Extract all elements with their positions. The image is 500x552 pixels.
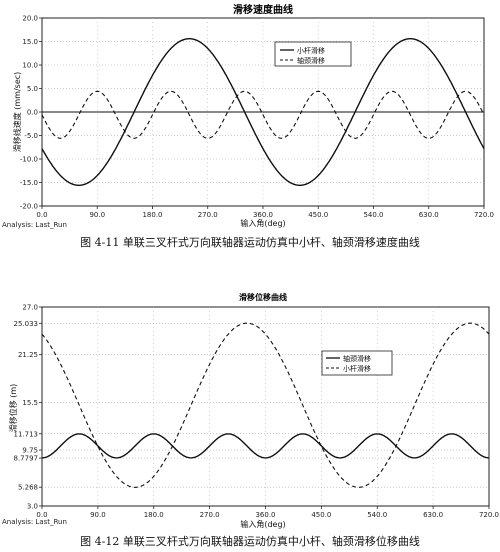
chart1-y-axis-label: 滑移线速度 (mm/sec) xyxy=(12,72,22,153)
chart2-grid xyxy=(42,307,489,506)
chart1-x-tick-label: 720.0 xyxy=(474,211,494,219)
chart2-series-0-line xyxy=(41,433,490,459)
chart1-series-0-line xyxy=(41,38,485,186)
chart1-x-tick-label: 540.0 xyxy=(363,211,383,219)
chart1-y-ticks: 20.0 15.0 10.0 5.0 0.0 -5.0 -10.0 -15.0 -20.0 xyxy=(20,15,42,211)
chart1-y-tick-label: 15.0 xyxy=(22,38,38,46)
chart1-y-tick-label: 5.0 xyxy=(27,85,38,93)
chart2-x-tick-label: 90.0 xyxy=(90,511,106,519)
chart2-caption: 图 4-12 单联三叉杆式万向联轴器运动仿真中小杆、轴颈滑移位移曲线 xyxy=(80,534,420,548)
chart2-x-tick-label: 270.0 xyxy=(200,511,220,519)
chart2-legend-box xyxy=(321,350,393,376)
chart2-y-tick-label: 8.7797 xyxy=(14,455,39,463)
chart2-x-ticks: 0.0 90.0 180.0 270.0 360.0 450.0 540.0 630.0 720… xyxy=(36,506,499,519)
chart2-y-tick-label: 11.713 xyxy=(14,430,39,438)
chart1-title: 滑移速度曲线 xyxy=(233,3,293,16)
chart1-series-1-line xyxy=(41,90,485,139)
velocity-chart: 滑移速度曲线 20.0 15.0 10.0 5.0 0.0 -5.0 -10.0 -15.0 -… xyxy=(2,3,494,249)
chart1-x-tick-label: 630.0 xyxy=(419,211,439,219)
chart1-x-ticks: 0.0 90.0 180.0 270.0 360.0 450.0 540.0 630.0 720… xyxy=(36,206,494,219)
chart2-x-tick-label: 720.0 xyxy=(479,511,499,519)
chart2-series xyxy=(41,322,490,488)
chart2-x-tick-label: 180.0 xyxy=(144,511,164,519)
chart1-grid xyxy=(42,18,484,206)
chart1-y-tick-label: -20.0 xyxy=(20,203,38,211)
chart1-y-tick-label: -5.0 xyxy=(24,132,38,140)
chart2-x-tick-label: 360.0 xyxy=(255,511,275,519)
chart2-plot-frame xyxy=(41,306,490,507)
chart1-legend: 小杆滑移 轴颈滑移 xyxy=(274,41,352,67)
chart2-title: 滑移位移曲线 xyxy=(239,292,287,302)
chart2-legend-label-0: 轴颈滑移 xyxy=(343,354,371,363)
chart1-x-tick-label: 270.0 xyxy=(198,211,218,219)
displacement-chart: 滑移位移曲线 27.0 25.033 21.25 15.5 11.713 9.758.77… xyxy=(2,292,499,548)
chart2-x-tick-label: 0.0 xyxy=(36,511,47,519)
chart1-analysis-label: Analysis: Last_Run xyxy=(2,221,67,229)
chart1-legend-label-1: 轴颈滑移 xyxy=(297,56,325,65)
chart1-legend-box xyxy=(274,41,352,67)
chart2-y-tick-label: 21.25 xyxy=(18,351,38,359)
chart1-x-tick-label: 450.0 xyxy=(308,211,328,219)
chart2-y-axis-label: 滑移位移 (m) xyxy=(8,384,18,433)
chart2-x-axis-label: 输入角(deg) xyxy=(240,519,285,529)
chart1-x-tick-label: 0.0 xyxy=(36,211,47,219)
chart2-x-tick-label: 540.0 xyxy=(367,511,387,519)
chart1-y-tick-label: 10.0 xyxy=(22,62,38,70)
chart2-y-tick-label: 25.033 xyxy=(14,320,39,328)
chart2-analysis-label: Analysis: Last_Run xyxy=(2,518,67,526)
chart2-y-ticks: 27.0 25.033 21.25 15.5 11.713 9.758.7797 5.268… xyxy=(14,304,42,511)
chart2-y-tick-label: 15.5 xyxy=(22,399,38,407)
chart2-x-tick-label: 630.0 xyxy=(423,511,443,519)
chart1-legend-label-0: 小杆滑移 xyxy=(297,46,325,55)
chart1-y-tick-label: -10.0 xyxy=(20,156,38,164)
chart1-x-tick-label: 90.0 xyxy=(89,211,105,219)
chart2-y-tick-label: 3.0 xyxy=(27,503,38,511)
chart2-y-tick-label: 27.0 xyxy=(22,304,38,312)
chart1-caption: 图 4-11 单联三叉杆式万向联轴器运动仿真中小杆、轴颈滑移速度曲线 xyxy=(80,235,420,249)
chart1-x-axis-label: 输入角(deg) xyxy=(240,218,285,228)
chart1-x-tick-label: 180.0 xyxy=(142,211,162,219)
chart1-series xyxy=(41,38,485,186)
chart2-y-tick-label: 5.268 xyxy=(18,484,38,492)
chart1-x-tick-label: 360.0 xyxy=(253,211,273,219)
chart2-legend: 轴颈滑移 小杆滑移 xyxy=(321,350,393,376)
chart1-y-tick-label: 20.0 xyxy=(22,15,38,23)
chart1-y-tick-label: 0.0 xyxy=(27,109,38,117)
chart2-x-tick-label: 450.0 xyxy=(311,511,331,519)
chart2-legend-label-1: 小杆滑移 xyxy=(343,364,371,373)
chart2-y-tick-label: 9.75 xyxy=(22,447,38,455)
chart1-y-tick-label: -15.0 xyxy=(20,179,38,187)
